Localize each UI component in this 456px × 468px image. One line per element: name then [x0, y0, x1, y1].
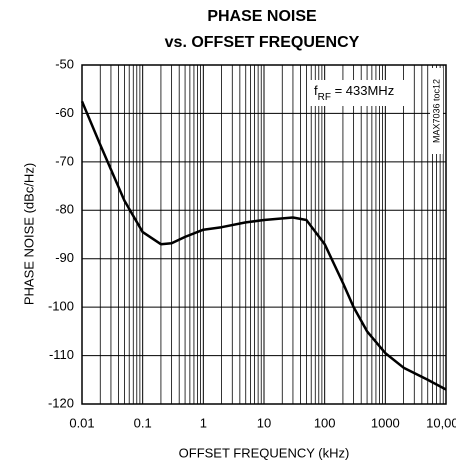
x-tick-label: 100 [314, 415, 336, 430]
chart-title: PHASE NOISE [207, 8, 317, 25]
side-note: MAX7036 toc12 [431, 79, 441, 143]
y-tick-label: -80 [55, 202, 74, 217]
y-tick-label: -100 [48, 299, 74, 314]
annotation-part: f [314, 83, 318, 98]
y-tick-label: -90 [55, 250, 74, 265]
x-tick-label: 1 [200, 415, 207, 430]
y-axis-label: PHASE NOISE (dBc/Hz) [21, 163, 36, 305]
annotation-part: = 433MHz [331, 83, 394, 98]
x-tick-label: 0.01 [69, 415, 94, 430]
x-tick-label: 10 [257, 415, 271, 430]
x-tick-label: 1000 [371, 415, 400, 430]
chart-title: vs. OFFSET FREQUENCY [165, 34, 360, 51]
data-line [80, 100, 447, 391]
y-tick-label: -50 [55, 56, 74, 71]
y-tick-label: -60 [55, 105, 74, 120]
x-tick-label: 10,000 [426, 415, 456, 430]
annotation-part: RF [318, 92, 331, 103]
x-axis-label: OFFSET FREQUENCY (kHz) [179, 445, 350, 460]
plot-frame [81, 64, 447, 405]
annotation-box [308, 80, 412, 106]
y-tick-label: -110 [49, 347, 74, 362]
y-tick-label: -70 [55, 153, 74, 168]
x-tick-label: 0.1 [134, 415, 152, 430]
y-tick-label: -120 [48, 395, 74, 410]
annotation: fRF = 433MHz [314, 83, 394, 102]
side-note-bg [430, 68, 443, 154]
